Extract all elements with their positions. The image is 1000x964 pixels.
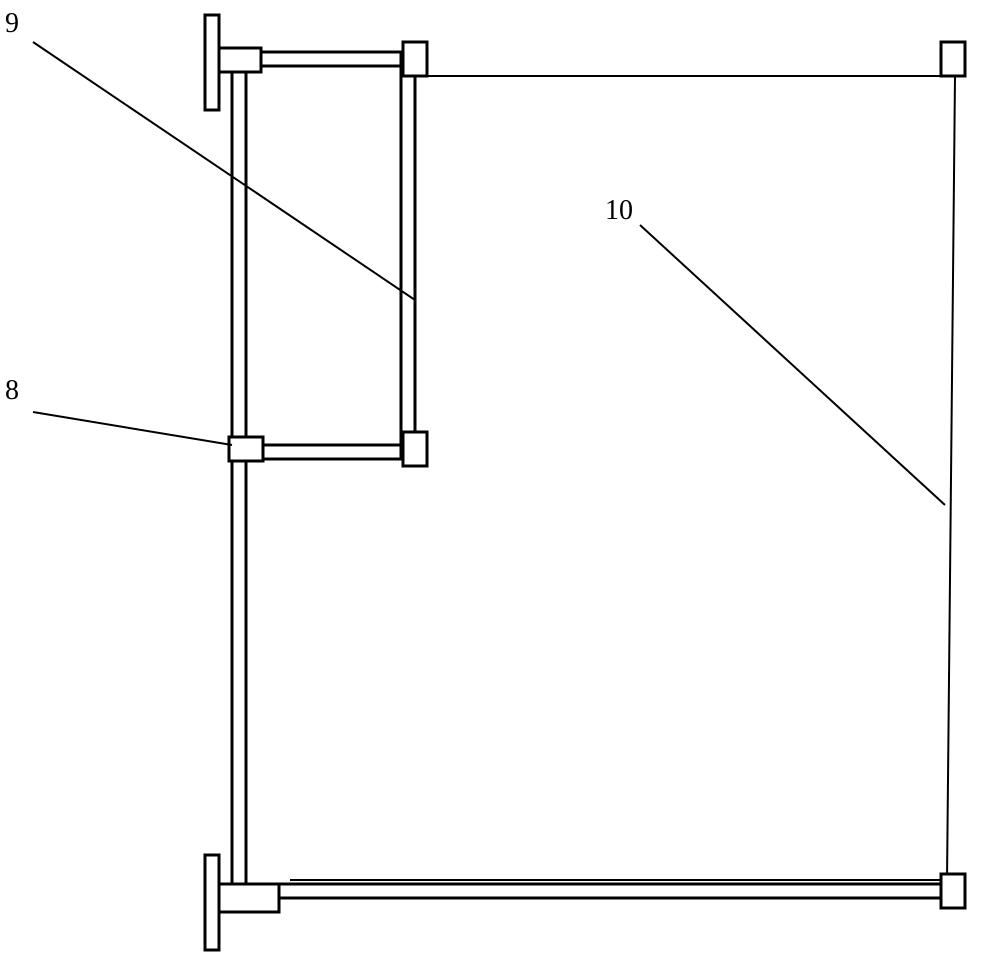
joint-left-mid [229,437,263,461]
bottom-stub [219,884,279,912]
leader-9 [33,42,415,300]
inner-horizontal-beam [246,445,401,459]
joint-top-mid [403,42,427,76]
top-beam [246,52,415,66]
leader-8 [33,412,232,445]
bottom-beam [246,884,960,898]
inner-vertical-beam [401,52,415,459]
leader-10 [640,225,945,505]
top-mount-plate [205,15,219,110]
bottom-mount-plate [205,855,219,950]
top-stub [219,48,261,72]
label-10: 10 [605,195,633,227]
diagram-root [0,0,1000,964]
label-9: 9 [5,8,19,40]
joint-inner-bottom [403,432,427,466]
label-8: 8 [5,375,19,407]
joint-bottom-right [941,874,965,908]
joint-top-right [941,42,965,76]
